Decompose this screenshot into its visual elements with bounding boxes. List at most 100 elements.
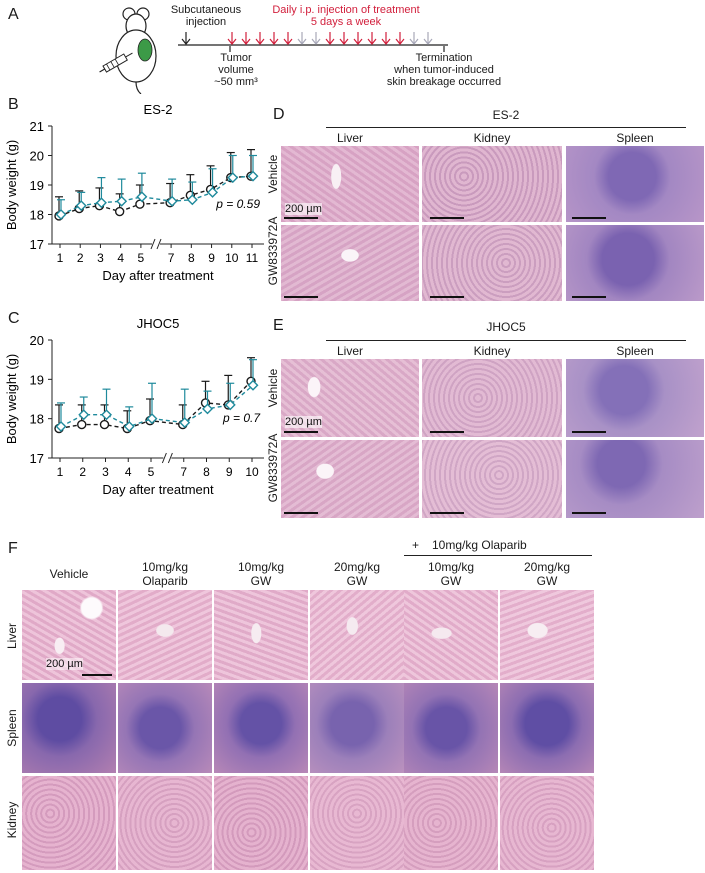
scale-bar <box>284 217 318 219</box>
scale-bar <box>284 431 318 433</box>
axis-break <box>156 238 162 250</box>
data-point <box>116 195 128 207</box>
tile-f-kidney-gw10 <box>214 776 308 870</box>
x-axis-label: Day after treatment <box>102 482 214 497</box>
tile-f-kidney-gw20 <box>310 776 404 870</box>
tile-e-spleen-gw <box>566 440 704 518</box>
y-tick-label: 21 <box>30 119 44 134</box>
legend-label: Vehicle <box>70 503 109 504</box>
x-axis-label: Day after treatment <box>102 268 214 283</box>
data-point <box>207 186 219 198</box>
x-tick-label: 10 <box>225 251 239 265</box>
series-line-0 <box>58 175 252 217</box>
axis-break <box>150 238 156 250</box>
tile-f-kidney-vehicle <box>22 776 116 870</box>
scale-bar <box>572 431 606 433</box>
tile-f-spleen-olaparib <box>118 683 212 773</box>
x-tick-label: 11 <box>246 251 259 265</box>
y-tick-label: 18 <box>30 412 44 427</box>
panel-f-col-olaparib: 10mg/kg Olaparib <box>141 560 189 588</box>
x-tick-label: 4 <box>125 465 132 479</box>
data-point <box>95 197 107 209</box>
scale-bar <box>430 431 464 433</box>
panel-d-title: ES-2 <box>492 108 520 122</box>
data-point <box>247 170 259 182</box>
panel-f-col-gw20-olaparib: 20mg/kg GW <box>523 560 571 588</box>
legend-label: GW833972A <box>142 503 211 504</box>
panel-f-row-kidney: Kidney <box>5 801 19 839</box>
data-point <box>77 419 87 430</box>
tile-d-spleen-gw <box>566 225 704 301</box>
mouse-icon <box>99 7 157 94</box>
y-tick-label: 19 <box>30 178 44 193</box>
tile-d-liver-gw <box>281 225 419 301</box>
x-tick-label: 4 <box>117 251 124 265</box>
axis-break <box>167 452 173 464</box>
scale-bar <box>284 512 318 514</box>
data-point <box>123 421 135 433</box>
y-tick-label: 20 <box>30 149 44 164</box>
tile-d-kidney-vehicle <box>422 146 562 222</box>
panel-f-col-gw10: 10mg/kg GW <box>237 560 285 588</box>
data-point <box>224 399 236 411</box>
data-point <box>55 421 67 433</box>
data-point <box>75 200 87 212</box>
data-point <box>99 419 110 430</box>
x-tick-label: 2 <box>79 465 86 479</box>
daily-label-2: 5 days a week <box>310 16 382 28</box>
panel-d-row-gw: GW833972A <box>266 216 280 286</box>
scale-bar <box>572 217 606 219</box>
tile-d-spleen-vehicle <box>566 146 704 222</box>
x-tick-label: 5 <box>138 251 145 265</box>
scale-bar <box>430 512 464 514</box>
data-point <box>227 172 239 184</box>
p-value-annotation: p = 0.59 <box>215 197 260 211</box>
data-point <box>186 194 198 206</box>
x-tick-label: 1 <box>57 251 64 265</box>
axis-break-mask <box>163 453 172 463</box>
tile-f-kidney-olaparib <box>118 776 212 870</box>
x-tick-label: 1 <box>57 465 64 479</box>
x-tick-label: 2 <box>77 251 84 265</box>
x-tick-label: 9 <box>208 251 215 265</box>
legend-label: GW833972A <box>142 289 211 290</box>
tumor-volume-label: Tumor volume ~50 mm³ <box>214 52 258 88</box>
y-axis-label: Body weight (g) <box>4 140 19 230</box>
panel-e-scale-text: 200 µm <box>285 416 322 428</box>
panel-d-col-spleen: Spleen <box>616 131 654 145</box>
daily-label: Daily i.p. injection of treatment <box>272 4 420 16</box>
data-point <box>114 206 125 217</box>
tile-e-kidney-vehicle <box>422 359 562 437</box>
chart-title: JHOC5 <box>137 316 180 331</box>
scale-bar <box>430 217 464 219</box>
y-tick-label: 20 <box>30 333 44 348</box>
tile-f-spleen-gw20-olaparib <box>500 683 594 773</box>
y-axis-label: Body weight (g) <box>4 354 19 444</box>
chart-es2-body-weight: ES-2 17 18 19 20 21 1 2 3 4 5 7 8 9 10 11 Day after trea… <box>4 102 264 290</box>
panel-e-col-kidney: Kidney <box>473 344 511 358</box>
panel-e-title: JHOC5 <box>486 320 526 334</box>
x-tick-label: 5 <box>148 465 155 479</box>
y-tick-label: 19 <box>30 372 44 387</box>
panel-label-e: E <box>273 317 284 334</box>
panel-d-col-liver: Liver <box>336 131 363 145</box>
data-point <box>179 417 191 429</box>
legend-label: Vehicle <box>70 289 109 290</box>
data-point <box>136 191 148 203</box>
tile-f-spleen-gw20 <box>310 683 404 773</box>
tile-e-spleen-vehicle <box>566 359 704 437</box>
y-tick-label: 17 <box>30 237 44 252</box>
y-tick-label: 18 <box>30 208 44 223</box>
panel-f-col-gw20: 20mg/kg GW <box>333 560 381 588</box>
tile-f-liver-gw20-olaparib <box>500 590 594 680</box>
scale-bar <box>82 674 112 676</box>
tile-f-liver-gw10 <box>214 590 308 680</box>
scale-bar <box>284 296 318 298</box>
tile-f-kidney-gw20-olaparib <box>500 776 594 870</box>
tile-d-kidney-gw <box>422 225 562 301</box>
y-tick-label: 17 <box>30 451 44 466</box>
panel-e-col-spleen: Spleen <box>616 344 654 358</box>
p-value-annotation: p = 0.7 <box>222 411 261 425</box>
scale-bar <box>572 296 606 298</box>
panel-d-scale-text: 200 µm <box>285 203 322 215</box>
